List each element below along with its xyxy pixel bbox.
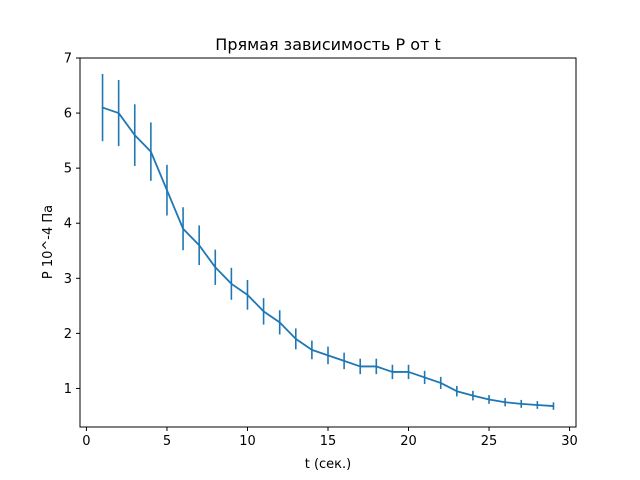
ticks-layer: 0 5 10 15 20 25 30 1 2 3 4 5 6 7: [64, 52, 578, 450]
data-point: [423, 376, 426, 379]
plot-layer: [101, 73, 555, 410]
x-tick-label: 25: [481, 434, 498, 449]
data-point: [391, 371, 394, 373]
data-point: [520, 403, 523, 405]
data-point: [343, 360, 345, 362]
x-tick-label: 5: [163, 434, 171, 449]
data-point: [166, 189, 168, 191]
data-point: [182, 227, 184, 230]
data-point: [375, 365, 378, 368]
data-point: [294, 338, 297, 340]
data-point: [552, 405, 555, 407]
x-tick-label: 10: [239, 434, 256, 449]
data-point: [311, 349, 313, 351]
y-axis-label: P 10^-4 Па: [41, 205, 56, 279]
y-tick-label: 3: [64, 272, 72, 287]
x-tick-label: 15: [320, 434, 337, 449]
y-tick-label: 1: [64, 382, 72, 397]
data-point: [214, 266, 217, 269]
data-point: [150, 150, 152, 153]
data-point: [101, 106, 104, 109]
data-point: [230, 283, 233, 285]
y-tick-label: 4: [64, 217, 72, 232]
data-point: [133, 134, 136, 136]
data-point: [198, 244, 200, 247]
y-tick-label: 5: [64, 162, 72, 177]
data-point: [117, 112, 120, 114]
y-tick-label: 6: [64, 107, 72, 122]
data-point: [262, 310, 265, 313]
data-point: [536, 404, 539, 406]
data-point: [327, 354, 329, 357]
data-point: [488, 398, 490, 401]
data-point: [407, 371, 410, 373]
data-point: [278, 321, 281, 324]
x-tick-label: 30: [561, 434, 578, 449]
data-point: [439, 382, 442, 384]
chart-title: Прямая зависимость P от t: [215, 35, 440, 54]
data-point: [504, 401, 506, 404]
data-point: [472, 394, 474, 397]
data-point: [456, 390, 458, 393]
y-tick-label: 7: [64, 52, 72, 67]
x-axis-label: t (сек.): [305, 457, 352, 472]
y-tick-label: 2: [64, 327, 72, 342]
data-point: [246, 294, 249, 296]
data-point: [359, 365, 362, 368]
x-tick-label: 0: [82, 434, 90, 449]
x-tick-label: 20: [400, 434, 417, 449]
